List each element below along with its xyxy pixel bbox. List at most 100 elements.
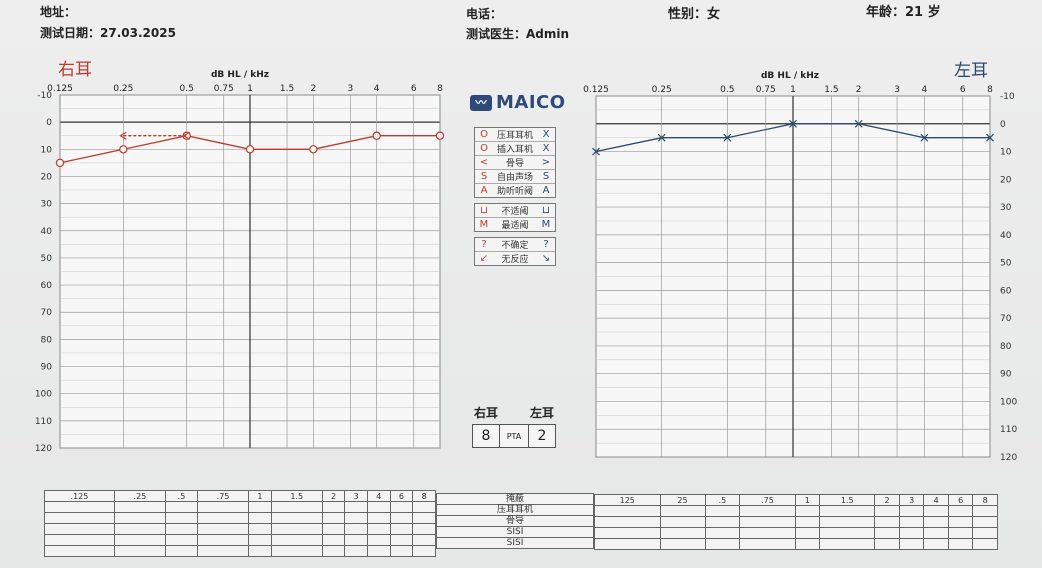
table-cell: [923, 538, 949, 550]
ear-title: 左耳: [954, 61, 988, 81]
legend-label: 自由声场: [496, 173, 533, 183]
table-cell: [270, 545, 323, 557]
freq-header-cell: 125: [594, 494, 661, 506]
table-cell: [972, 505, 998, 517]
middle-table: 掩蔽 压耳耳机 骨导 SISI SISI: [436, 493, 594, 549]
table-row: [44, 534, 436, 546]
right-ear-table: .125.25.5.75 1 1.5 2 3 4 6 8: [44, 490, 436, 557]
freq-header-cell: 4: [923, 494, 949, 506]
mid-table-row: 压耳耳机: [436, 505, 594, 516]
table-cell: [412, 512, 436, 524]
table-cell: [270, 534, 323, 546]
freq-header-cell: 6: [947, 494, 974, 506]
table-cell: [344, 534, 369, 546]
y-tick-label: 10: [1000, 148, 1012, 158]
table-cell: [197, 523, 250, 535]
freq-header-cell: 2: [874, 494, 900, 506]
y-tick-label: 40: [1000, 231, 1012, 241]
pta-left-label: 左耳: [529, 406, 554, 420]
table-cell: [164, 534, 199, 546]
data-point: [182, 131, 190, 140]
maico-wave-icon: 〰: [470, 94, 492, 111]
legend-left-symbol: X: [542, 143, 550, 154]
table-cell: [874, 516, 900, 528]
test-date: 测试日期：27.03.2025: [40, 26, 176, 40]
freq-header-cell: 1: [248, 490, 272, 502]
table-row: [44, 545, 436, 557]
table-cell: [947, 527, 974, 539]
data-point: [854, 119, 863, 128]
age-field: 年龄：21 岁: [866, 5, 941, 20]
data-point: [119, 131, 127, 140]
table-cell: [594, 516, 661, 528]
y-tick-label: 20: [41, 172, 53, 182]
legend-left-symbol: A: [542, 185, 550, 196]
table-cell: [44, 512, 115, 524]
freq-header-cell: 3: [344, 490, 369, 502]
legend-label: 骨导: [505, 159, 524, 169]
table-cell: [947, 516, 974, 528]
maico-logo: 〰 MAICO: [470, 92, 566, 113]
y-tick-label: 50: [1000, 259, 1012, 269]
table-row: [594, 527, 998, 539]
y-tick-label: 10: [41, 145, 53, 155]
table-cell: [113, 523, 166, 535]
legend-group: ? 不确定? ↙ 无反应 ↘: [474, 237, 556, 266]
table-cell: [344, 512, 369, 524]
table-cell: [739, 538, 796, 550]
table-cell: [947, 505, 974, 517]
freq-header-cell: 8: [412, 490, 436, 502]
table-cell: [594, 538, 661, 550]
legend-left-symbol: >: [541, 157, 551, 168]
y-tick-label: 70: [41, 308, 53, 318]
legend-row: ⊔ 不适阈 ⊔: [475, 204, 555, 218]
table-cell: [898, 516, 925, 528]
table-cell: [113, 501, 166, 513]
y-tick-label: 80: [1000, 342, 1012, 352]
y-tick-label: -10: [37, 91, 52, 101]
legend-right-symbol: S: [480, 171, 488, 182]
legend-row: ? 不确定?: [475, 238, 555, 252]
mid-table-row: 掩蔽: [436, 493, 594, 505]
freq-header-cell: 4: [367, 490, 391, 502]
table-cell: [819, 516, 876, 528]
table-cell: [389, 501, 414, 513]
freq-header-cell: .125: [44, 490, 115, 502]
x-tick-label: 3: [894, 85, 900, 95]
table-cell: [321, 523, 346, 535]
y-tick-label: 100: [1000, 397, 1017, 407]
legend-right-symbol: O: [480, 129, 488, 140]
legend-group: O 压耳耳机 X O 插入耳机 X < 骨导 > S 自由声场 S A 助听听阈 A: [474, 127, 556, 198]
freq-header-cell: .75: [739, 494, 796, 506]
data-point: [592, 147, 600, 156]
x-tick-label: 4: [374, 84, 380, 94]
y-tick-label: 30: [1000, 203, 1012, 213]
table-cell: [164, 501, 199, 513]
y-tick-label: -10: [1000, 92, 1015, 102]
table-cell: [898, 527, 925, 539]
x-axis-label: dB HL / kHz: [211, 70, 269, 80]
legend-label: 不适阈: [501, 207, 529, 217]
table-cell: [197, 501, 250, 513]
y-tick-label: 30: [41, 200, 53, 210]
table-cell: [659, 538, 706, 550]
table-cell: [739, 516, 796, 528]
table-cell: [270, 512, 323, 524]
x-tick-label: 1.5: [824, 85, 838, 95]
table-cell: [113, 534, 166, 546]
y-tick-label: 40: [41, 227, 53, 237]
legend-right-symbol: O: [480, 143, 488, 154]
legend-label: 不确定: [501, 241, 529, 251]
y-tick-label: 90: [41, 363, 53, 373]
table-cell: [113, 545, 166, 557]
table-cell: [44, 545, 115, 557]
table-cell: [44, 501, 115, 513]
pta-center-label: PTA: [500, 425, 529, 447]
table-cell: [659, 505, 706, 517]
table-cell: [819, 505, 876, 517]
y-tick-label: 120: [1000, 453, 1017, 463]
x-tick-label: 3: [348, 84, 354, 94]
x-tick-label: 2: [310, 84, 316, 94]
logo-text: MAICO: [496, 92, 566, 113]
table-cell: [594, 505, 661, 517]
